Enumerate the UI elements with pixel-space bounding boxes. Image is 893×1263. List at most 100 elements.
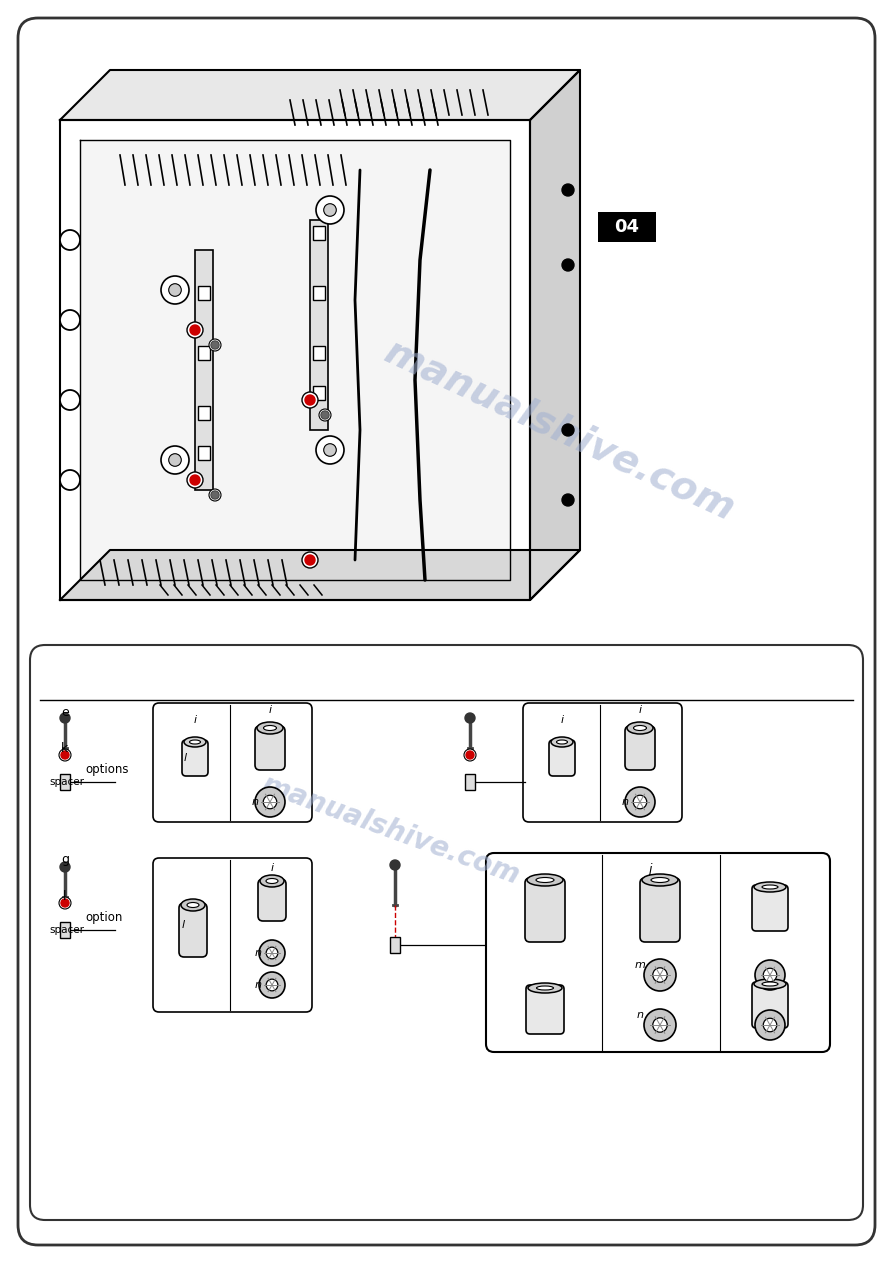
Circle shape bbox=[61, 899, 69, 907]
FancyBboxPatch shape bbox=[526, 985, 564, 1034]
Bar bbox=[198, 285, 210, 301]
Circle shape bbox=[212, 493, 218, 498]
Bar bbox=[313, 346, 325, 360]
Circle shape bbox=[60, 390, 80, 410]
Circle shape bbox=[653, 967, 667, 983]
Bar bbox=[60, 922, 70, 938]
Polygon shape bbox=[530, 69, 580, 600]
FancyBboxPatch shape bbox=[30, 645, 863, 1220]
Circle shape bbox=[323, 203, 337, 216]
Circle shape bbox=[60, 714, 70, 722]
FancyBboxPatch shape bbox=[255, 726, 285, 770]
Ellipse shape bbox=[187, 903, 199, 908]
Text: n: n bbox=[622, 797, 629, 807]
Circle shape bbox=[764, 969, 777, 981]
Circle shape bbox=[755, 960, 785, 990]
Circle shape bbox=[169, 284, 181, 297]
Bar bbox=[465, 774, 475, 789]
Text: manualshive.com: manualshive.com bbox=[379, 332, 741, 528]
Circle shape bbox=[263, 796, 277, 808]
Circle shape bbox=[61, 751, 69, 759]
Bar bbox=[198, 405, 210, 421]
Bar bbox=[390, 937, 400, 954]
Ellipse shape bbox=[651, 878, 669, 883]
Circle shape bbox=[302, 552, 318, 568]
Circle shape bbox=[755, 1010, 785, 1039]
Circle shape bbox=[60, 230, 80, 250]
Text: manualshive.com: manualshive.com bbox=[257, 770, 523, 890]
Circle shape bbox=[562, 424, 574, 436]
Circle shape bbox=[59, 749, 71, 762]
Circle shape bbox=[62, 901, 68, 906]
Text: i: i bbox=[271, 863, 273, 873]
Circle shape bbox=[321, 410, 329, 419]
FancyBboxPatch shape bbox=[752, 885, 788, 931]
Circle shape bbox=[467, 751, 473, 758]
Text: i: i bbox=[269, 705, 271, 715]
Circle shape bbox=[59, 897, 71, 909]
Ellipse shape bbox=[754, 979, 786, 989]
Text: spacer: spacer bbox=[49, 925, 84, 935]
Text: l: l bbox=[181, 919, 185, 930]
Text: 04: 04 bbox=[614, 218, 639, 236]
Ellipse shape bbox=[642, 874, 678, 887]
Ellipse shape bbox=[189, 740, 201, 744]
Text: l: l bbox=[183, 753, 187, 763]
Circle shape bbox=[562, 494, 574, 506]
Circle shape bbox=[305, 554, 315, 565]
Circle shape bbox=[306, 556, 314, 565]
Bar bbox=[198, 346, 210, 360]
Circle shape bbox=[306, 397, 314, 404]
Circle shape bbox=[255, 787, 285, 817]
FancyBboxPatch shape bbox=[640, 878, 680, 942]
Text: n: n bbox=[252, 797, 258, 807]
Polygon shape bbox=[60, 120, 530, 600]
Circle shape bbox=[60, 309, 80, 330]
Ellipse shape bbox=[762, 885, 778, 889]
Circle shape bbox=[562, 259, 574, 272]
Circle shape bbox=[187, 322, 203, 338]
Circle shape bbox=[60, 863, 70, 871]
Ellipse shape bbox=[263, 725, 277, 730]
FancyBboxPatch shape bbox=[179, 903, 207, 957]
FancyBboxPatch shape bbox=[525, 878, 565, 942]
FancyBboxPatch shape bbox=[549, 740, 575, 775]
Circle shape bbox=[212, 342, 218, 349]
Circle shape bbox=[633, 796, 647, 808]
Circle shape bbox=[316, 436, 344, 464]
Circle shape bbox=[62, 751, 68, 758]
Ellipse shape bbox=[762, 983, 778, 986]
Circle shape bbox=[323, 443, 337, 456]
Circle shape bbox=[259, 940, 285, 966]
Circle shape bbox=[322, 412, 328, 418]
Polygon shape bbox=[80, 140, 510, 580]
FancyBboxPatch shape bbox=[18, 18, 875, 1245]
FancyBboxPatch shape bbox=[752, 983, 788, 1028]
Text: k: k bbox=[62, 741, 69, 754]
Bar bbox=[60, 774, 70, 789]
Circle shape bbox=[161, 277, 189, 304]
Text: i: i bbox=[561, 715, 563, 725]
Bar bbox=[598, 212, 656, 242]
Ellipse shape bbox=[266, 879, 278, 884]
Circle shape bbox=[209, 489, 221, 501]
Circle shape bbox=[465, 714, 475, 722]
Bar bbox=[198, 446, 210, 460]
Circle shape bbox=[653, 1018, 667, 1032]
Bar bbox=[313, 386, 325, 400]
Ellipse shape bbox=[556, 740, 567, 744]
Bar bbox=[313, 226, 325, 240]
Circle shape bbox=[764, 1018, 777, 1032]
Ellipse shape bbox=[633, 725, 647, 730]
Circle shape bbox=[259, 973, 285, 998]
Circle shape bbox=[266, 947, 278, 959]
Circle shape bbox=[625, 787, 655, 817]
Text: spacer: spacer bbox=[49, 777, 84, 787]
FancyBboxPatch shape bbox=[486, 853, 830, 1052]
Circle shape bbox=[305, 395, 315, 405]
Ellipse shape bbox=[754, 882, 786, 892]
Circle shape bbox=[191, 476, 199, 484]
FancyBboxPatch shape bbox=[153, 858, 312, 1012]
FancyBboxPatch shape bbox=[258, 879, 286, 921]
Polygon shape bbox=[60, 549, 580, 600]
